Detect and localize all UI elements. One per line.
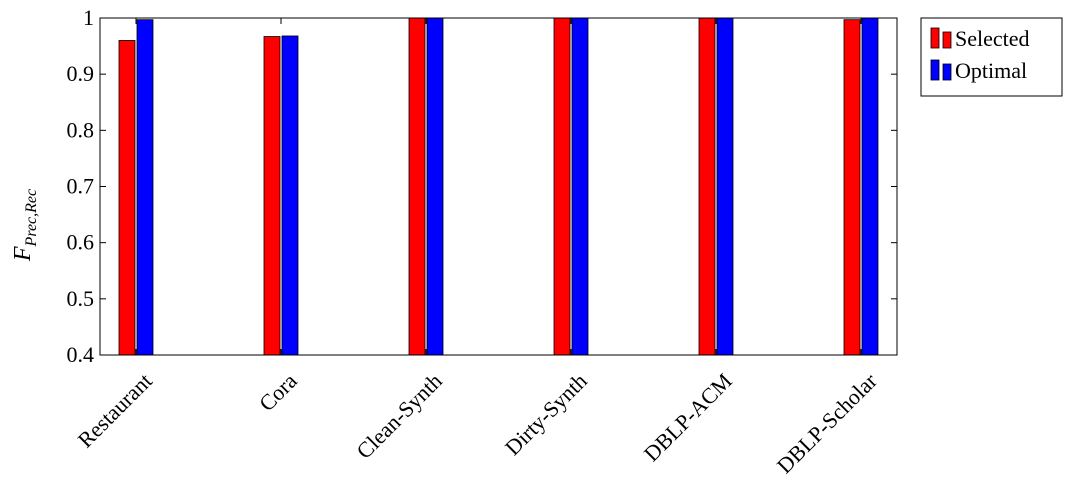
legend-box — [920, 17, 1063, 97]
x-category-label: DBLP-Scholar — [772, 368, 883, 479]
x-axis-category-labels: Restaurant Cora Clean-Synth Dirty-Synth DBLP… — [73, 18, 883, 479]
y-tick-label: 0.9 — [67, 61, 95, 86]
y-tick-label: 1 — [83, 5, 94, 30]
bar-optimal-clean-synth — [426, 17, 444, 356]
bar-selected-restaurant — [118, 40, 136, 356]
legend-label: Selected — [955, 26, 1030, 51]
y-tick-label: 0.6 — [67, 230, 95, 255]
bar-optimal-dblp-acm — [716, 17, 734, 356]
x-category-label: Dirty-Synth — [500, 368, 592, 460]
y-axis-label-main: F — [10, 246, 36, 262]
bar-optimal-cora — [281, 35, 299, 356]
bar-selected-dirty-synth — [553, 17, 571, 356]
y-axis-label-subscript: Prec,Rec — [23, 189, 40, 248]
legend-swatch — [930, 59, 940, 81]
legend-swatch — [930, 27, 940, 49]
y-axis-label: FPrec,Rec — [10, 189, 40, 262]
y-tick-label: 0.7 — [67, 174, 95, 199]
y-tick-label: 0.8 — [67, 117, 95, 142]
bars — [118, 17, 879, 356]
bar-optimal-dblp-scholar — [861, 17, 879, 356]
y-tick-label: 0.5 — [67, 286, 95, 311]
y-axis-ticks: 0.4 0.5 0.6 0.7 0.8 0.9 1 — [67, 5, 897, 367]
plot-area-frame — [99, 17, 898, 356]
bar-optimal-dirty-synth — [571, 17, 589, 356]
legend-swatch — [942, 31, 952, 49]
x-category-label: Restaurant — [73, 368, 157, 452]
bar-selected-clean-synth — [408, 17, 426, 356]
x-category-label: DBLP-ACM — [639, 368, 737, 466]
legend: Selected Optimal — [920, 17, 1063, 97]
legend-label: Optimal — [955, 58, 1027, 83]
bar-selected-dblp-scholar — [843, 19, 861, 356]
x-category-label: Clean-Synth — [351, 368, 446, 463]
legend-item-optimal: Optimal — [930, 58, 1027, 83]
y-tick-label: 0.4 — [67, 342, 95, 367]
legend-swatch — [942, 63, 952, 81]
bar-optimal-restaurant — [136, 19, 154, 356]
bar-selected-dblp-acm — [698, 17, 716, 356]
bar-selected-cora — [263, 36, 281, 356]
x-category-label: Cora — [254, 368, 302, 416]
legend-item-selected: Selected — [930, 26, 1030, 51]
